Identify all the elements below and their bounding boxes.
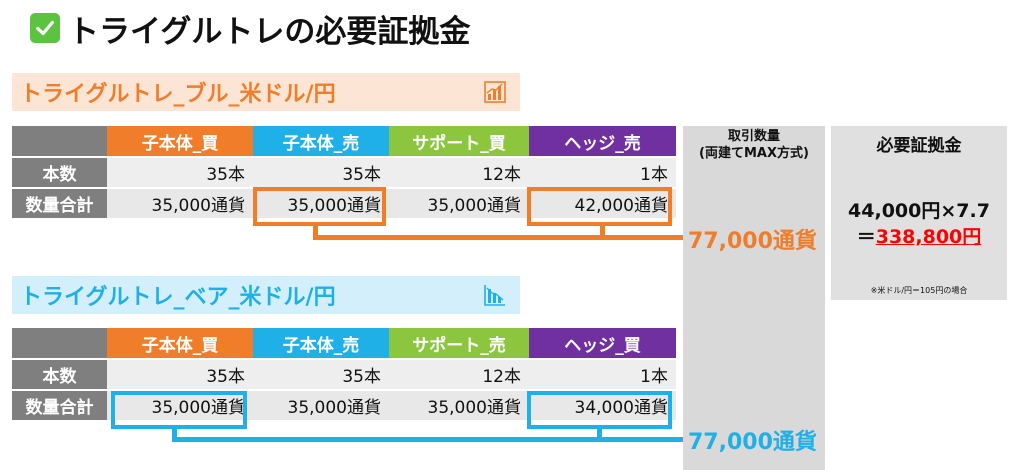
bull-total-row: 数量合計 35,000通貨 35,000通貨 35,000通貨 42,000通貨 — [12, 188, 676, 220]
margin-equals: ＝ — [856, 226, 876, 248]
page-title: トライグルトレの必要証拠金 — [30, 6, 470, 50]
bear-connector — [172, 437, 686, 442]
bull-total-cell: 35,000通貨 — [107, 188, 253, 220]
bear-col-header: 子本体_売 — [253, 328, 389, 360]
bear-col-header: ヘッジ_買 — [529, 328, 676, 360]
bar-chart-up-icon — [484, 81, 506, 103]
margin-column — [831, 126, 1007, 300]
bull-section-heading: トライグルトレ_ブル_米ドル/円 — [12, 73, 520, 111]
bull-table: 子本体_買 子本体_売 サポート_買 ヘッジ_売 本数 35本 35本 12本 … — [12, 126, 676, 220]
bear-total-cell: 34,000通貨 — [529, 390, 676, 422]
margin-result: 338,800円 — [875, 226, 982, 248]
bull-count-cell: 12本 — [389, 157, 529, 189]
bear-heading-text: トライグルトレ_ベア_米ドル/円 — [20, 285, 336, 310]
bull-count-cell: 35本 — [253, 157, 389, 189]
bear-total-cell: 35,000通貨 — [389, 390, 529, 422]
quantity-header: 取引数量 (両建てMAX方式) — [683, 128, 825, 162]
bull-total-cell: 42,000通貨 — [529, 188, 676, 220]
bear-count-cell: 12本 — [389, 359, 529, 391]
bull-count-row: 本数 35本 35本 12本 1本 — [12, 157, 676, 189]
bull-count-cell: 1本 — [529, 157, 676, 189]
bull-connector — [313, 226, 318, 240]
row-label-total: 数量合計 — [12, 188, 107, 220]
row-label-count: 本数 — [12, 157, 107, 189]
title-text: トライグルトレの必要証拠金 — [68, 13, 471, 50]
bull-col-header: サポート_買 — [389, 126, 529, 158]
bear-header-row: 子本体_買 子本体_売 サポート_売 ヘッジ_買 — [12, 328, 676, 360]
bull-total-cell: 35,000通貨 — [253, 188, 389, 220]
row-label-count: 本数 — [12, 359, 107, 391]
bear-total-row: 数量合計 35,000通貨 35,000通貨 35,000通貨 34,000通貨 — [12, 390, 676, 422]
margin-formula-text: 44,000円×7.7 — [848, 200, 990, 222]
bull-connector — [600, 226, 605, 240]
bear-count-cell: 1本 — [529, 359, 676, 391]
bear-section-heading: トライグルトレ_ベア_米ドル/円 — [12, 276, 520, 314]
bear-highlight-box — [111, 391, 247, 429]
bear-count-row: 本数 35本 35本 12本 1本 — [12, 359, 676, 391]
bar-chart-down-icon — [484, 285, 505, 306]
header-corner — [12, 328, 107, 360]
margin-calculation: 44,000円×7.7 ＝338,800円 — [831, 198, 1007, 250]
bear-max-total: 77,000通貨 — [688, 430, 817, 455]
bear-col-header: サポート_売 — [389, 328, 529, 360]
row-label-total: 数量合計 — [12, 390, 107, 422]
margin-note: ※米ドル/円＝105円の場合 — [870, 286, 968, 295]
bull-header-row: 子本体_買 子本体_売 サポート_買 ヘッジ_売 — [12, 126, 676, 158]
bull-max-total: 77,000通貨 — [688, 229, 817, 254]
bear-col-header: 子本体_買 — [107, 328, 253, 360]
margin-header: 必要証拠金 — [876, 136, 962, 156]
bull-col-header: 子本体_買 — [107, 126, 253, 158]
check-box-icon — [30, 13, 60, 43]
bear-total-cell: 35,000通貨 — [253, 390, 389, 422]
bear-table: 子本体_買 子本体_売 サポート_売 ヘッジ_買 本数 35本 35本 12本 … — [12, 328, 676, 422]
header-corner — [12, 126, 107, 158]
bull-col-header: 子本体_売 — [253, 126, 389, 158]
bear-highlight-box — [527, 391, 672, 429]
margin-result-line: ＝338,800円 — [831, 224, 1007, 250]
bull-count-cell: 35本 — [107, 157, 253, 189]
bear-count-cell: 35本 — [253, 359, 389, 391]
bull-highlight-box — [527, 187, 672, 226]
bull-connector — [313, 235, 691, 240]
bear-connector — [172, 429, 177, 442]
bear-total-cell: 35,000通貨 — [107, 390, 253, 422]
bull-col-header: ヘッジ_売 — [529, 126, 676, 158]
quantity-column — [683, 126, 825, 470]
bull-total-cell: 35,000通貨 — [389, 188, 529, 220]
quantity-header-line2: (両建てMAX方式) — [699, 146, 809, 161]
quantity-header-line1: 取引数量 — [727, 129, 780, 144]
bear-connector — [597, 429, 602, 442]
bear-count-cell: 35本 — [107, 359, 253, 391]
bull-highlight-box — [253, 187, 386, 226]
bull-heading-text: トライグルトレ_ブル_米ドル/円 — [20, 82, 336, 107]
